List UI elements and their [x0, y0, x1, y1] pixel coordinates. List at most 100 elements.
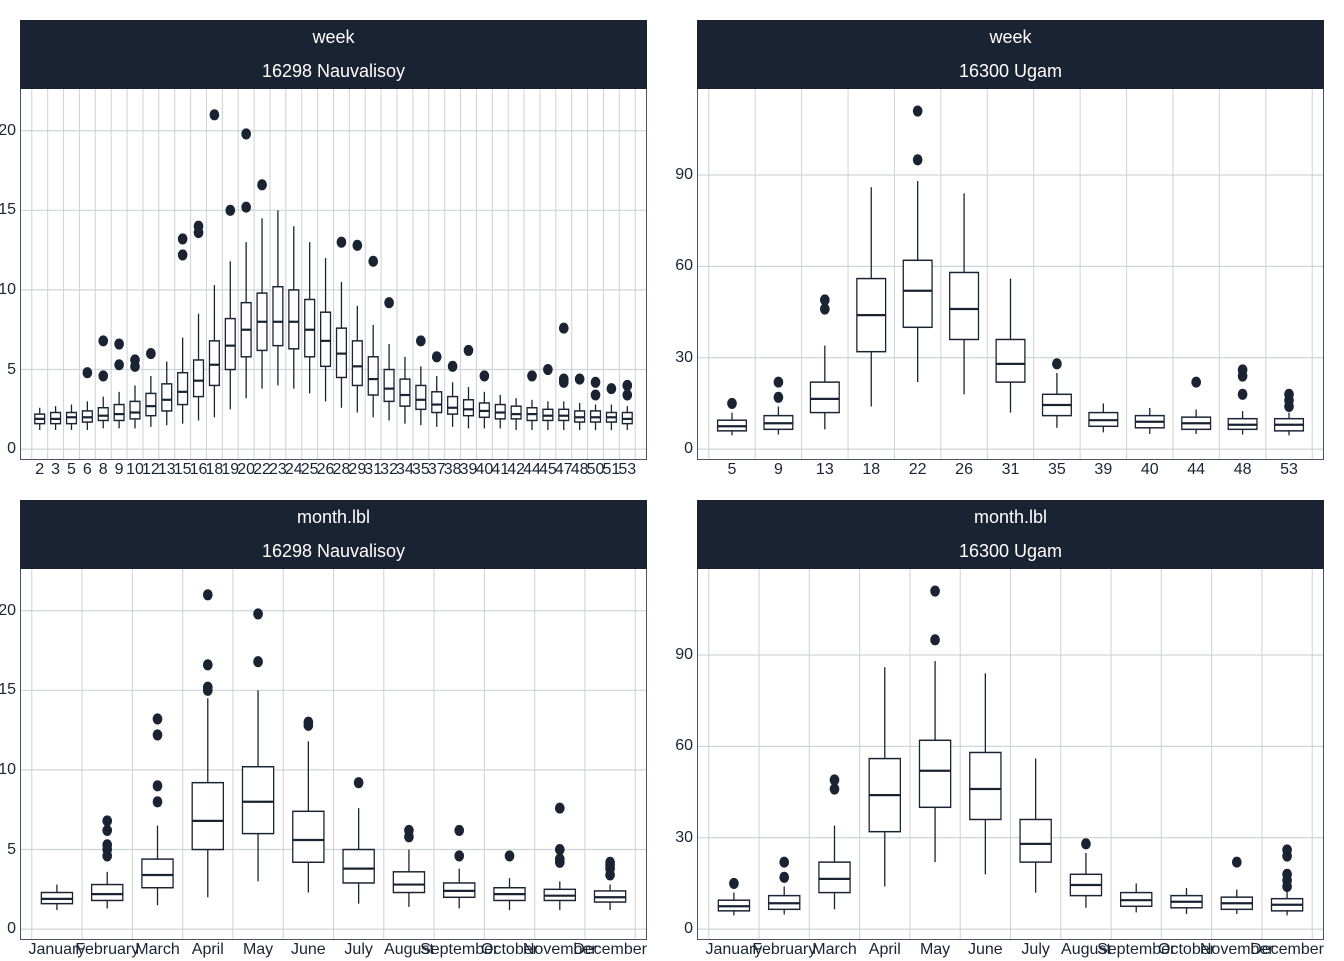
outlier-point: [1081, 838, 1091, 849]
outlier-point: [337, 237, 347, 248]
outlier-point: [1282, 844, 1292, 855]
x-tick-label: July: [1021, 941, 1049, 959]
outlier-point: [153, 780, 163, 791]
outlier-point: [146, 348, 156, 359]
outlier-point: [727, 398, 737, 409]
x-tick-label: March: [135, 941, 179, 959]
outlier-point: [913, 154, 923, 165]
x-tick-label: 53: [1280, 461, 1298, 479]
outlier-point: [203, 589, 213, 600]
x-tick-label: 31: [1002, 461, 1020, 479]
outlier-point: [622, 380, 632, 391]
y-tick-label: 60: [675, 257, 693, 275]
x-tick-label: 18: [862, 461, 880, 479]
outlier-point: [607, 383, 617, 394]
outlier-point: [354, 777, 364, 788]
x-tick-label: July: [344, 941, 372, 959]
y-tick-label: 20: [0, 122, 16, 140]
outlier-point: [130, 354, 140, 365]
box: [996, 339, 1025, 382]
outlier-point: [253, 608, 263, 619]
outlier-point: [241, 128, 251, 139]
box: [98, 408, 108, 421]
x-tick-label: April: [192, 941, 224, 959]
box: [919, 740, 950, 807]
x-tick-label: 5: [67, 461, 76, 479]
box: [114, 405, 124, 421]
box: [146, 393, 156, 415]
outlier-point: [241, 202, 251, 213]
y-axis: 05101520: [0, 89, 16, 459]
outlier-point: [448, 361, 458, 372]
x-tick-label: 9: [115, 461, 124, 479]
x-tick-label: 40: [1141, 461, 1159, 479]
y-axis: 0306090: [663, 569, 693, 939]
facet-grid: week16298 Nauvalisoy05101520235689101213…: [20, 20, 1324, 940]
x-tick-label: 35: [1048, 461, 1066, 479]
outlier-point: [114, 359, 124, 370]
y-tick-label: 15: [0, 681, 16, 699]
x-tick-label: 48: [1234, 461, 1252, 479]
outlier-point: [1191, 377, 1201, 388]
x-axis: 2356891012131516181920222324252628293132…: [21, 461, 646, 481]
box: [903, 260, 932, 327]
outlier-point: [1284, 401, 1294, 412]
box: [92, 885, 123, 901]
outlier-point: [203, 659, 213, 670]
x-tick-label: 13: [816, 461, 834, 479]
outlier-point: [559, 377, 569, 388]
box: [810, 382, 839, 412]
panel-tr: week16300 Ugam03060905913182226313539404…: [697, 20, 1324, 460]
box: [352, 341, 362, 386]
strip-sub: 16298 Nauvalisoy: [20, 55, 647, 89]
x-tick-label: December: [1250, 941, 1324, 959]
outlier-point: [820, 294, 830, 305]
outlier-point: [527, 370, 537, 381]
y-tick-label: 5: [7, 841, 16, 859]
y-tick-label: 90: [675, 646, 693, 664]
outlier-point: [729, 878, 739, 889]
outlier-point: [203, 682, 213, 693]
x-tick-label: February: [75, 941, 139, 959]
outlier-point: [1284, 389, 1294, 400]
x-tick-label: May: [243, 941, 273, 959]
outlier-point: [555, 803, 565, 814]
outlier-point: [178, 249, 188, 260]
x-tick-label: 2: [35, 461, 44, 479]
panel-br: month.lbl16300 Ugam0306090JanuaryFebruar…: [697, 500, 1324, 940]
outlier-point: [774, 392, 784, 403]
x-tick-label: 3: [51, 461, 60, 479]
x-tick-label: March: [812, 941, 856, 959]
strip-sub: 16298 Nauvalisoy: [20, 535, 647, 569]
outlier-point: [774, 377, 784, 388]
y-tick-label: 30: [675, 829, 693, 847]
y-tick-label: 10: [0, 281, 16, 299]
outlier-point: [1238, 389, 1248, 400]
outlier-point: [98, 370, 108, 381]
outlier-point: [505, 850, 515, 861]
outlier-point: [1282, 881, 1292, 892]
box: [416, 385, 426, 409]
y-tick-label: 15: [0, 201, 16, 219]
y-tick-label: 30: [675, 349, 693, 367]
box: [384, 370, 394, 402]
x-tick-label: February: [752, 941, 816, 959]
outlier-point: [253, 656, 263, 667]
outlier-point: [304, 720, 314, 731]
outlier-point: [83, 367, 93, 378]
plot-area: 0306090JanuaryFebruaryMarchAprilMayJuneJ…: [697, 569, 1324, 940]
box: [448, 397, 458, 415]
outlier-point: [368, 256, 378, 267]
x-tick-label: May: [920, 941, 950, 959]
outlier-point: [257, 179, 267, 190]
box: [400, 379, 410, 406]
outlier-point: [1052, 358, 1062, 369]
outlier-point: [555, 844, 565, 855]
box: [511, 406, 521, 419]
x-tick-label: 53: [618, 461, 636, 479]
box: [273, 287, 283, 346]
x-tick-label: December: [573, 941, 647, 959]
outlier-point: [830, 774, 840, 785]
outlier-point: [480, 370, 490, 381]
box: [343, 850, 374, 883]
